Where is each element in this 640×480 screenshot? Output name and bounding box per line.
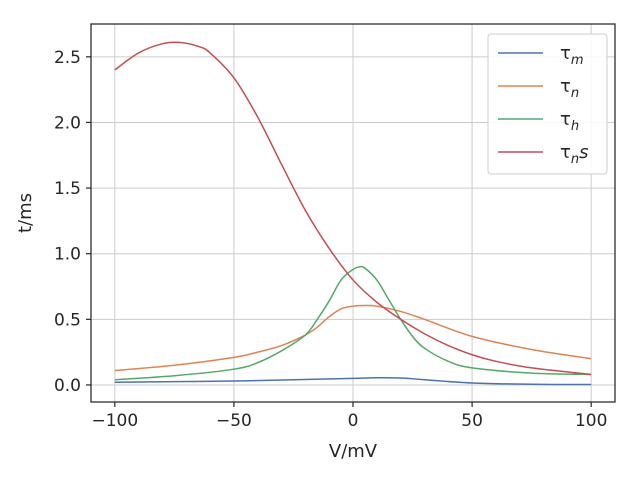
legend-label: τn xyxy=(560,76,579,101)
y-axis-label: t/ms xyxy=(15,193,36,233)
legend-label: τm xyxy=(560,43,584,68)
y-tick-label: 2.0 xyxy=(54,113,81,133)
y-axis-ticks: 0.0 0.5 1.0 1.5 2.0 2.5 xyxy=(54,48,91,396)
series-line-n xyxy=(114,304,592,372)
y-tick-label: 0.0 xyxy=(54,376,81,396)
legend-label: τns xyxy=(560,142,588,167)
y-tick-label: 1.0 xyxy=(54,245,81,265)
y-tick-label: 0.5 xyxy=(54,310,81,330)
x-axis-ticks: −100 −50 0 50 100 xyxy=(91,402,607,431)
x-tick-label: 0 xyxy=(348,411,359,431)
series-layer xyxy=(114,41,592,386)
y-tick-label: 2.5 xyxy=(54,48,81,68)
series-line-h xyxy=(114,265,592,381)
series-line-m xyxy=(114,376,592,386)
x-tick-label: −100 xyxy=(91,411,138,431)
legend-box xyxy=(487,33,608,175)
x-tick-label: 100 xyxy=(575,411,607,431)
legend: τm τn τh τns xyxy=(487,33,608,175)
series-line-ns xyxy=(114,41,592,376)
legend-label: τh xyxy=(560,109,579,134)
y-tick-label: 1.5 xyxy=(54,179,81,199)
x-tick-label: −50 xyxy=(216,411,252,431)
x-axis-label: V/mV xyxy=(329,441,378,462)
x-tick-label: 50 xyxy=(461,411,483,431)
